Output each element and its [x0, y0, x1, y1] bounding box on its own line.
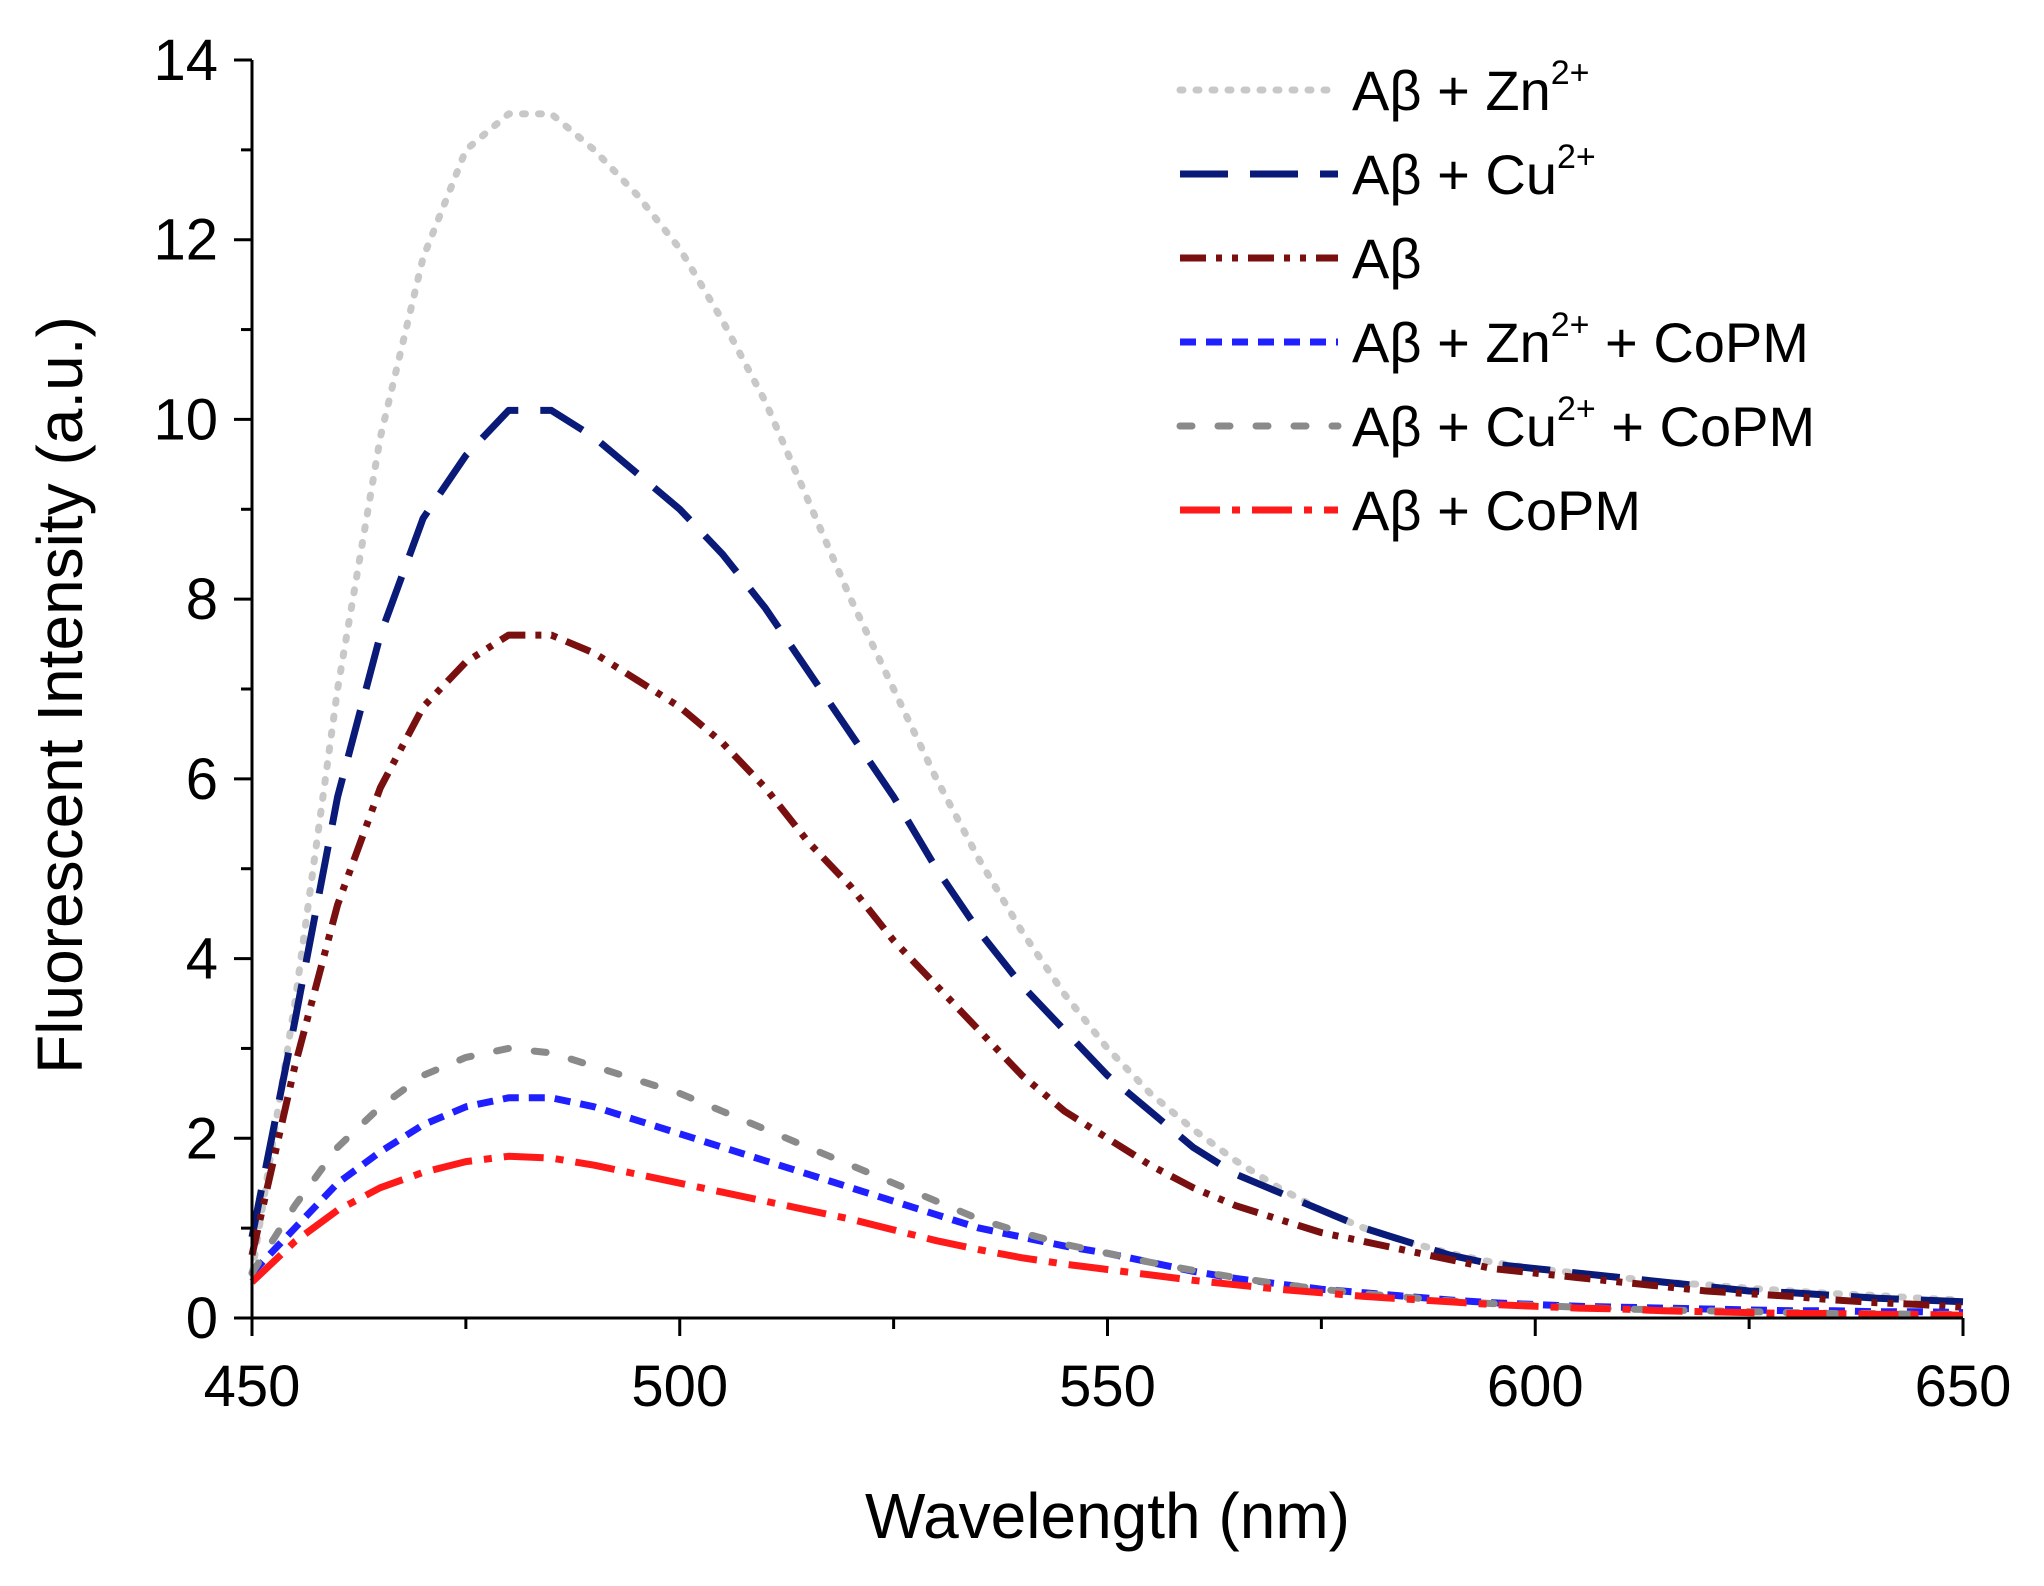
- legend-label: Aβ + CoPM: [1352, 479, 1641, 542]
- legend-label: Aβ + Cu2+ + CoPM: [1352, 390, 1815, 458]
- legend-label: Aβ + Zn2+ + CoPM: [1352, 306, 1809, 374]
- y-tick-label: 2: [186, 1106, 218, 1171]
- y-tick-label: 4: [186, 927, 218, 992]
- x-tick-label: 600: [1487, 1354, 1584, 1419]
- x-tick-label: 550: [1059, 1354, 1156, 1419]
- y-axis-title: Fluorescent Intensity (a.u.): [24, 316, 96, 1074]
- series-line-1: [248, 406, 1964, 1306]
- y-tick-label: 8: [186, 567, 218, 632]
- y-tick-label: 0: [186, 1286, 218, 1351]
- series-line-5: [249, 1152, 1964, 1319]
- y-tick-label: 10: [153, 387, 218, 452]
- legend-item-3: Aβ + Zn2+ + CoPM: [1180, 306, 1809, 374]
- legend-item-0: Aβ + Zn2+: [1176, 54, 1590, 122]
- axes: 450 500 550 600 650 0 2 4 6 8 10 12 14: [153, 28, 2011, 1419]
- y-tick-label: 14: [153, 28, 218, 93]
- y-tick-label: 6: [186, 747, 218, 812]
- legend-item-5: Aβ + CoPM: [1180, 479, 1641, 542]
- x-tick-label: 650: [1915, 1354, 2012, 1419]
- legend-label: Aβ + Zn2+: [1352, 54, 1590, 122]
- series-line-0: [248, 110, 1967, 1304]
- x-axis-title: Wavelength (nm): [865, 1480, 1350, 1552]
- series-line-4: [248, 1044, 1967, 1318]
- x-tick-label: 450: [204, 1354, 301, 1419]
- y-tick-label: 12: [153, 208, 218, 273]
- legend-label: Aβ + Cu2+: [1352, 138, 1596, 206]
- series-line-3: [249, 1094, 1964, 1317]
- legend-item-4: Aβ + Cu2+ + CoPM: [1176, 390, 1815, 458]
- legend-item-1: Aβ + Cu2+: [1180, 138, 1596, 206]
- legend-item-2: Aβ: [1180, 227, 1422, 290]
- x-tick-label: 500: [631, 1354, 728, 1419]
- series-line-2: [248, 631, 1964, 1311]
- series-layer: [248, 110, 1967, 1319]
- legend: Aβ + Zn2+ Aβ + Cu2+ Aβ Aβ + Zn2+ + CoPM Aβ +…: [1176, 54, 1815, 542]
- legend-label: Aβ: [1352, 227, 1422, 290]
